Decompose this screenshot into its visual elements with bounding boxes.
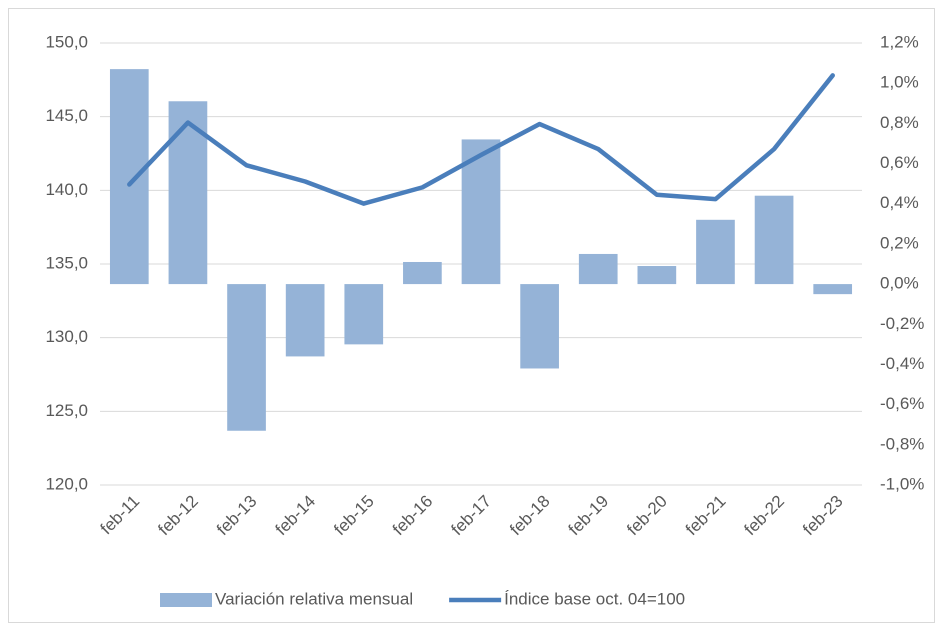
y2-tick-label: 1,2% [880, 32, 919, 51]
chart-border [8, 8, 935, 623]
line [127, 73, 835, 206]
y2-tick-label: -1,0% [880, 474, 924, 493]
bar [285, 284, 325, 357]
y-tick-label: 125,0 [45, 401, 88, 420]
y2-tick-label: 0,4% [880, 193, 919, 212]
y2-tick-label: 0,2% [880, 233, 919, 252]
y2-tick-label: 0,6% [880, 153, 919, 172]
y-tick-label: 135,0 [45, 253, 88, 272]
bar [696, 219, 735, 285]
y-tick-label: 120,0 [45, 474, 88, 493]
bar [109, 69, 149, 285]
bar [344, 284, 384, 345]
legend-label: Índice base oct. 04=100 [504, 589, 685, 608]
y-tick-label: 140,0 [45, 180, 88, 199]
bar [227, 284, 266, 431]
y-tick-label: 145,0 [45, 106, 88, 125]
legend-swatch [160, 593, 212, 607]
y2-tick-label: -0,2% [880, 314, 924, 333]
y2-tick-label: 0,0% [880, 274, 919, 293]
y2-tick-label: 1,0% [880, 73, 919, 92]
legend-label: Variación relativa mensual [215, 589, 413, 608]
bar [813, 284, 853, 295]
bar [578, 253, 618, 285]
bar [637, 266, 677, 285]
bar [168, 101, 208, 285]
bar [403, 261, 442, 285]
y2-tick-label: -0,4% [880, 354, 924, 373]
bar [754, 195, 794, 285]
y2-tick-label: -0,6% [880, 394, 924, 413]
bar [520, 284, 559, 369]
y2-tick-label: -0,8% [880, 434, 924, 453]
y-tick-label: 130,0 [45, 327, 88, 346]
y2-tick-label: 0,8% [880, 113, 919, 132]
y-tick-label: 150,0 [45, 32, 88, 51]
